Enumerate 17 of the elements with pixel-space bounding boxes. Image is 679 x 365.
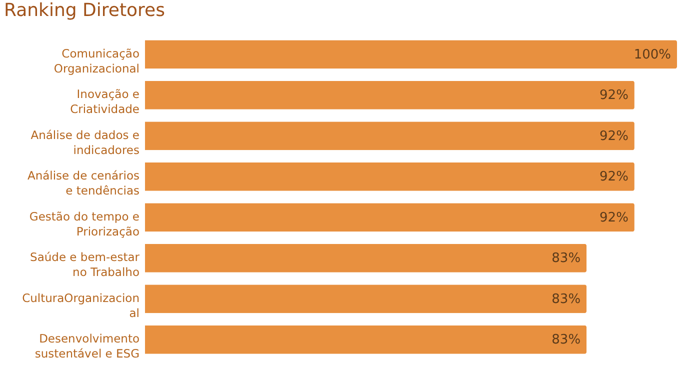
data-label: 83% — [552, 292, 581, 307]
data-label: 83% — [552, 332, 581, 348]
y-tick-label: Análise de cenários e tendências — [27, 168, 140, 198]
data-label: 100% — [634, 47, 671, 62]
data-label: 92% — [600, 88, 628, 104]
y-tick-label: Desenvolvimento sustentável e ESG — [34, 332, 140, 361]
data-label: 92% — [600, 170, 628, 185]
y-tick-label: Gestão do tempo e Priorização — [29, 209, 140, 238]
chart-title: Ranking Diretores — [4, 0, 165, 21]
y-tick-label: Inovação e Criatividade — [70, 87, 140, 116]
data-label: 92% — [600, 128, 628, 144]
y-tick-label: CulturaOrganizacion al — [22, 290, 140, 320]
y-tick-label: Comunicação Organizacional — [54, 46, 140, 76]
data-label: 83% — [552, 251, 581, 266]
y-tick-label: Análise de dados e indicadores — [30, 128, 140, 157]
data-label: 92% — [600, 210, 628, 226]
y-tick-label: Saúde e bem-estar no Trabalho — [30, 250, 140, 280]
